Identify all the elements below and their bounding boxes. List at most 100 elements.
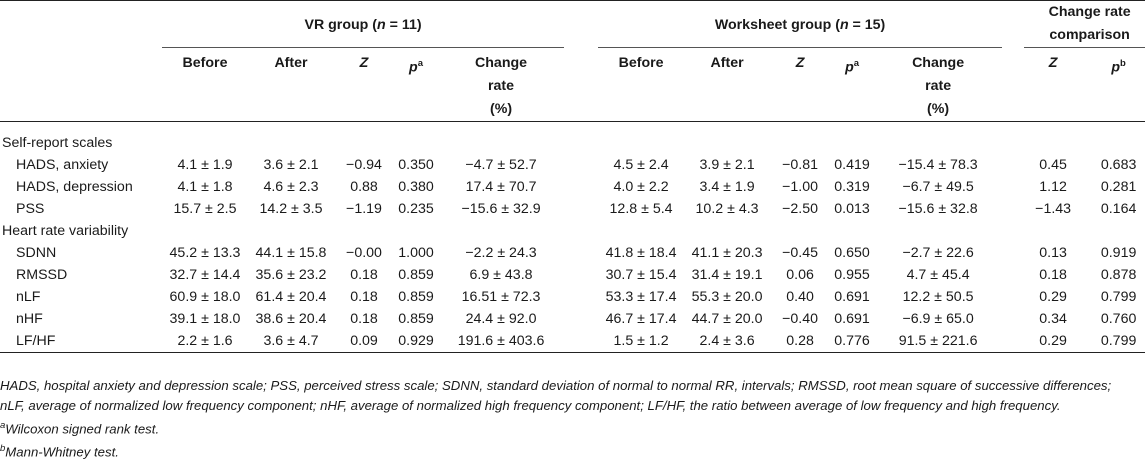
gap-cell (564, 176, 598, 198)
vr-z-cell: 0.18 (350, 311, 378, 327)
vr-change-rate-cell: 191.6 ± 403.6 (438, 330, 565, 353)
ws-change-rate-cell: −15.4 ± 78.3 (898, 157, 978, 173)
ws-p-cell: 0.691 (834, 311, 870, 327)
vr-p-cell: 0.929 (394, 330, 438, 353)
gap-cell (1002, 264, 1024, 286)
cmp-z-cell: 0.45 (1039, 157, 1067, 173)
row-label: HADS, depression (16, 179, 133, 195)
row-label: LF/HF (0, 330, 162, 353)
ws-before-cell: 41.8 ± 18.4 (605, 245, 677, 261)
ws-before-cell: 53.3 ± 17.4 (605, 289, 677, 305)
vr-z-cell: 0.18 (350, 267, 378, 283)
ws-after-cell: 55.3 ± 20.0 (691, 289, 763, 305)
cmp-p-cell: 0.878 (1100, 267, 1137, 283)
footnote-b: bMann-Whitney test. (0, 443, 119, 460)
vr-change-rate-cell: 24.4 ± 92.0 (465, 311, 537, 327)
cmp-z-cell: 1.12 (1039, 179, 1067, 195)
ws-z-cell: 0.40 (786, 289, 814, 305)
ws-p-cell: 0.776 (830, 330, 875, 353)
ws-group-header: Worksheet group (n = 15) (598, 0, 1003, 48)
gap-cell (1002, 242, 1024, 264)
ws-before-cell: 46.7 ± 17.4 (605, 311, 677, 327)
gap-cell (564, 242, 598, 264)
vr-z-cell: −1.19 (346, 201, 382, 217)
spacer-row (0, 122, 1145, 133)
header-empty (0, 47, 162, 122)
section-self-report: Self-report scales (2, 135, 113, 151)
vr-p-cell: 0.859 (398, 311, 434, 327)
vr-p-cell: 1.000 (398, 245, 434, 261)
vr-after-cell: 61.4 ± 20.4 (255, 289, 327, 305)
ws-change-rate-cell: −15.6 ± 32.8 (898, 201, 978, 217)
ws-after-cell: 3.4 ± 1.9 (699, 179, 755, 195)
vr-z-cell: −0.00 (346, 245, 382, 261)
gap-cell (564, 198, 598, 220)
section-hrv: Heart rate variability (2, 223, 129, 239)
ws-p-cell: 0.955 (834, 267, 870, 283)
cmp-z-cell: 0.29 (1039, 289, 1067, 305)
col-vr-change-rate: Change rate (%) (438, 47, 565, 122)
results-table: VR group (n = 11) Worksheet group (n = 1… (0, 0, 1145, 353)
col-cmp-p: pb (1082, 47, 1145, 122)
ws-change-rate-cell: 4.7 ± 45.4 (906, 267, 970, 283)
vr-p-cell: 0.235 (398, 201, 434, 217)
cmp-p-cell: 0.799 (1082, 330, 1145, 353)
col-vr-p: pa (394, 47, 438, 122)
vr-group-header: VR group (n = 11) (162, 0, 565, 48)
col-ws-change-rate: Change rate (%) (874, 47, 1003, 122)
ws-after-cell: 41.1 ± 20.3 (691, 245, 763, 261)
gap-cell (1002, 286, 1024, 308)
header-empty (0, 1, 162, 48)
ws-after-cell: 10.2 ± 4.3 (695, 201, 759, 217)
gap-cell (1002, 330, 1025, 353)
vr-after-cell: 35.6 ± 23.2 (255, 267, 327, 283)
row-label: PSS (16, 201, 45, 217)
header-row-columns: Before After Z pa Change rate (%) Before A… (0, 47, 1145, 122)
vr-before-cell: 32.7 ± 14.4 (169, 267, 241, 283)
vr-change-rate-cell: −15.6 ± 32.9 (461, 201, 541, 217)
vr-after-cell: 38.6 ± 20.4 (255, 311, 327, 327)
cmp-p-cell: 0.760 (1100, 311, 1137, 327)
vr-before-cell: 60.9 ± 18.0 (169, 289, 241, 305)
cmp-z-cell: 0.13 (1039, 245, 1067, 261)
row-label: HADS, anxiety (16, 157, 109, 173)
vr-after-cell: 14.2 ± 3.5 (259, 201, 323, 217)
ws-z-cell: −0.40 (782, 311, 819, 327)
gap-cell (564, 264, 598, 286)
cmp-z-cell: 0.18 (1039, 267, 1067, 283)
ws-change-rate-cell: −6.9 ± 65.0 (902, 311, 974, 327)
cmp-z-cell: 0.29 (1024, 330, 1083, 353)
table-row: RMSSD 32.7 ± 14.4 35.6 ± 23.2 0.18 0.859 6.9 … (0, 264, 1145, 286)
row-label: nLF (16, 289, 41, 305)
footnotes: HADS, hospital anxiety and depression sc… (0, 376, 1135, 463)
change-rate-comparison-header: Change rate comparison (1024, 0, 1145, 48)
ws-after-cell: 2.4 ± 3.6 (684, 330, 771, 353)
cmp-p-cell: 0.281 (1100, 179, 1137, 195)
vr-after-cell: 4.6 ± 2.3 (263, 179, 319, 195)
vr-z-cell: 0.18 (350, 289, 378, 305)
gap-cell (564, 286, 598, 308)
gap-cell (1002, 308, 1024, 330)
gap-cell (1002, 176, 1024, 198)
ws-z-cell: 0.06 (786, 267, 814, 283)
col-vr-after: After (248, 47, 334, 122)
ws-before-cell: 4.5 ± 2.4 (613, 157, 669, 173)
cmp-p-cell: 0.164 (1100, 201, 1137, 217)
vr-p-cell: 0.859 (398, 289, 434, 305)
vr-change-rate-cell: 16.51 ± 72.3 (461, 289, 541, 305)
col-ws-z: Z (770, 47, 831, 122)
header-gap (564, 47, 599, 122)
col-vr-before: Before (162, 47, 248, 122)
vr-change-rate-cell: 6.9 ± 43.8 (469, 267, 533, 283)
cmp-p-cell: 0.799 (1100, 289, 1137, 305)
row-label: nHF (16, 311, 43, 327)
gap-cell (1002, 198, 1024, 220)
gap-cell (564, 330, 599, 353)
cmp-p-cell: 0.919 (1100, 245, 1137, 261)
ws-z-cell: −0.81 (782, 157, 819, 173)
vr-before-cell: 4.1 ± 1.8 (177, 179, 233, 195)
vr-z-cell: 0.09 (334, 330, 394, 353)
table-row: LF/HF 2.2 ± 1.6 3.6 ± 4.7 0.09 0.929 191.6 ± … (0, 330, 1145, 353)
col-ws-before: Before (598, 47, 685, 122)
